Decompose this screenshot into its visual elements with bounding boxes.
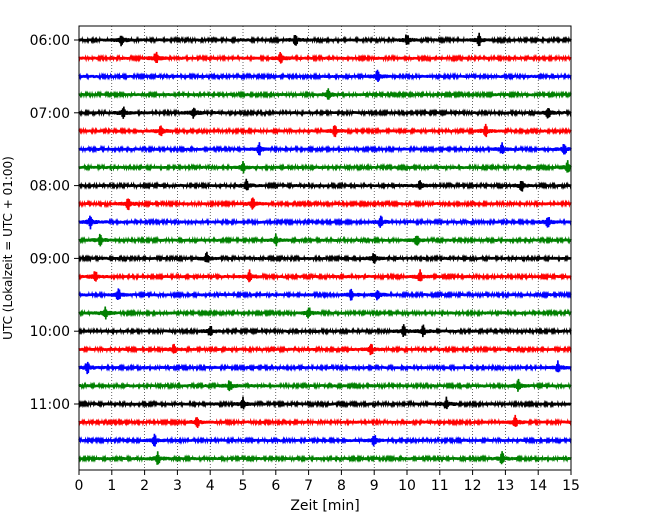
trace-1130 [78, 433, 572, 447]
x-tick-label: 3 [173, 478, 182, 494]
trace-1145 [78, 451, 572, 465]
trace-1115 [78, 414, 572, 429]
trace-0600 [78, 32, 572, 47]
trace-0730 [78, 142, 572, 156]
y-tick-label: 08:00 [30, 179, 70, 195]
trace-0745 [78, 160, 572, 174]
trace-1100 [78, 396, 572, 410]
x-axis-label: Zeit [min] [290, 498, 359, 514]
seismogram-traces [78, 32, 572, 465]
trace-1015 [78, 343, 572, 356]
trace-0845 [78, 233, 572, 247]
trace-0800 [78, 178, 572, 192]
x-tick-label: 10 [398, 478, 416, 494]
trace-1030 [78, 360, 572, 375]
y-axis-label: UTC (Lokalzeit = UTC + 01:00) [1, 156, 15, 340]
trace-0930 [78, 288, 572, 301]
plot-frame [78, 25, 572, 471]
trace-0615 [78, 51, 572, 64]
y-tick-label: 09:00 [30, 251, 70, 267]
y-tick-label: 11:00 [30, 397, 70, 413]
trace-0645 [78, 88, 572, 100]
x-axis: 0 1 2 3 4 5 6 7 8 9 10 11 12 13 14 15 [75, 470, 580, 494]
x-tick-label: 2 [140, 478, 149, 494]
y-tick-label: 06:00 [30, 33, 70, 49]
trace-0700 [78, 106, 572, 119]
y-axis: 06:00 07:00 08:00 09:00 10:00 11:00 [30, 33, 79, 413]
trace-0715 [78, 123, 572, 138]
x-tick-label: 14 [529, 478, 547, 494]
trace-1045 [78, 378, 572, 392]
y-tick-label: 10:00 [30, 324, 70, 340]
x-tick-label: 5 [239, 478, 248, 494]
trace-0830 [78, 215, 572, 230]
trace-0815 [78, 197, 572, 211]
x-tick-label: 8 [337, 478, 346, 494]
y-tick-label: 07:00 [30, 106, 70, 122]
x-tick-label: 13 [496, 478, 514, 494]
x-tick-label: 9 [370, 478, 379, 494]
grid-lines [111, 26, 539, 470]
x-tick-label: 12 [464, 478, 482, 494]
trace-0945 [78, 306, 572, 320]
x-tick-label: 11 [431, 478, 449, 494]
trace-0900 [78, 251, 572, 264]
x-tick-label: 7 [304, 478, 313, 494]
x-tick-label: 4 [206, 478, 215, 494]
trace-0915 [78, 269, 572, 283]
trace-1000 [78, 324, 572, 338]
x-tick-label: 0 [75, 478, 84, 494]
x-tick-label: 6 [271, 478, 280, 494]
x-tick-label: 15 [562, 478, 580, 494]
x-tick-label: 1 [107, 478, 116, 494]
trace-0630 [78, 69, 572, 82]
